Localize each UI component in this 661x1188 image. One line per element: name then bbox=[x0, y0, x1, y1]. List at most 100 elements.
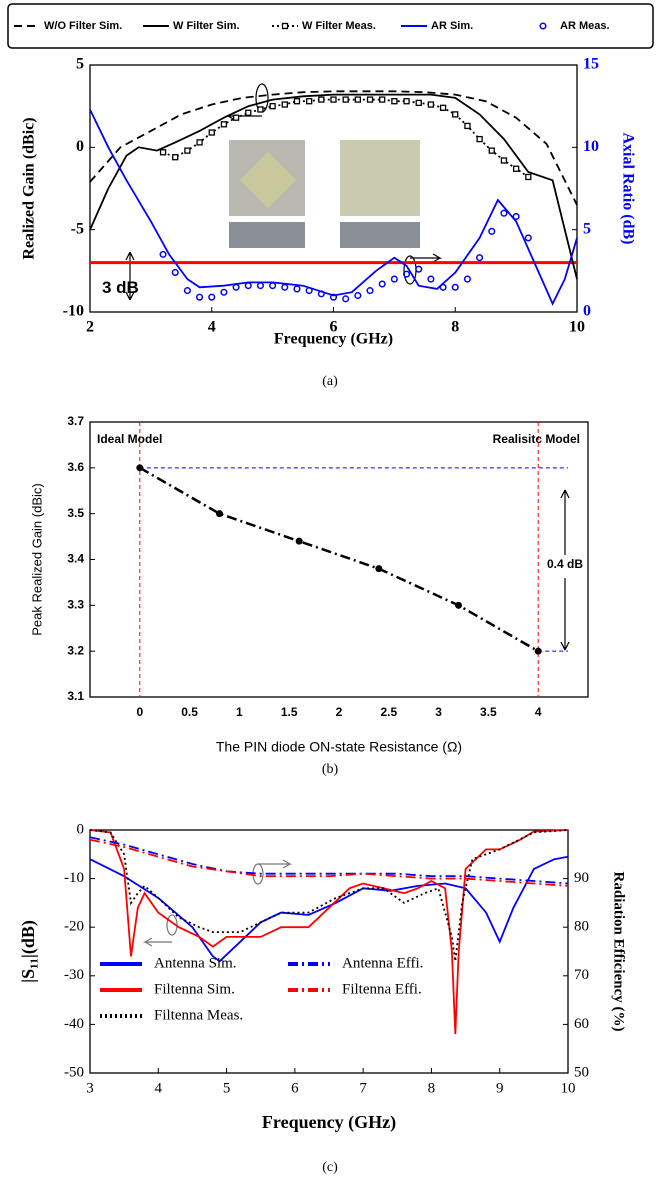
marker bbox=[269, 282, 277, 290]
marker bbox=[329, 293, 338, 301]
x-tick-label: 0.5 bbox=[181, 705, 198, 719]
x-tick-label: 9 bbox=[496, 1080, 504, 1096]
marker bbox=[415, 265, 423, 273]
series-line bbox=[89, 829, 569, 1035]
marker bbox=[403, 98, 410, 105]
arrow bbox=[258, 859, 293, 869]
y-tick-label: -10 bbox=[64, 870, 84, 886]
marker bbox=[318, 96, 325, 103]
marker bbox=[208, 293, 216, 301]
marker bbox=[488, 147, 495, 154]
y-tick-label: -50 bbox=[64, 1064, 84, 1080]
marker bbox=[375, 565, 383, 573]
marker bbox=[452, 111, 459, 118]
marker bbox=[512, 212, 520, 221]
annotation-marks bbox=[125, 83, 570, 947]
y-tick-label: 0 bbox=[77, 821, 85, 837]
y-tick-label: -5 bbox=[71, 220, 84, 237]
marker bbox=[183, 287, 191, 295]
marker bbox=[390, 275, 398, 283]
marker bbox=[159, 149, 167, 156]
y2-tick-label: 80 bbox=[574, 919, 589, 935]
marker bbox=[512, 165, 520, 172]
marker bbox=[215, 510, 223, 518]
y-tick-label: 3.1 bbox=[67, 689, 84, 703]
marker bbox=[232, 283, 240, 291]
marker bbox=[330, 96, 337, 103]
marker bbox=[524, 234, 532, 242]
plot-frame bbox=[89, 421, 589, 698]
marker bbox=[220, 288, 228, 296]
x-tick-label: 2 bbox=[86, 319, 94, 336]
x-tick-label: 8 bbox=[451, 319, 459, 336]
y2-tick-label: 70 bbox=[574, 967, 589, 983]
marker bbox=[439, 283, 447, 291]
caption: (a) bbox=[322, 374, 338, 389]
y2-tick-label: 50 bbox=[574, 1064, 589, 1080]
x-tick-label: 4 bbox=[208, 319, 216, 336]
y-axis-label: |S₁₁|(dB) bbox=[18, 920, 39, 983]
y2-tick-label: 90 bbox=[574, 870, 589, 886]
marker bbox=[256, 282, 265, 290]
legend-label: Antenna Sim. bbox=[154, 955, 237, 971]
photo-inset bbox=[229, 140, 420, 248]
ruler bbox=[229, 222, 305, 248]
x-tick-label: 10 bbox=[561, 1080, 576, 1096]
marker bbox=[463, 275, 471, 283]
marker bbox=[184, 147, 191, 154]
legend-label: W/O Filter Sim. bbox=[44, 20, 122, 32]
caption: (c) bbox=[322, 1160, 338, 1175]
marker bbox=[342, 295, 350, 303]
marker bbox=[534, 647, 542, 655]
marker bbox=[539, 22, 547, 30]
marker bbox=[317, 290, 325, 298]
legend-label: Antenna Effi. bbox=[342, 955, 423, 971]
x-axis-label: The PIN diode ON-state Resistance (Ω) bbox=[216, 739, 462, 755]
x-tick-label: 0 bbox=[136, 705, 143, 719]
x-tick-label: 3 bbox=[86, 1080, 94, 1096]
x-tick-label: 3.5 bbox=[480, 705, 497, 719]
x-axis-label: Frequency (GHz) bbox=[274, 331, 393, 348]
marker bbox=[451, 283, 459, 291]
y-tick-label: 3.3 bbox=[67, 598, 84, 612]
y-tick-label: -40 bbox=[64, 1016, 84, 1032]
marker bbox=[378, 280, 386, 288]
x-tick-label: 3 bbox=[435, 705, 442, 719]
marker bbox=[293, 285, 301, 293]
photo bbox=[340, 140, 420, 216]
legend-label: AR Meas. bbox=[560, 20, 610, 32]
y-tick-label: 3.7 bbox=[67, 414, 84, 428]
series-line bbox=[89, 93, 578, 280]
y2-axis-label: Radiation Efficiency (%) bbox=[611, 872, 627, 1032]
series-line bbox=[89, 855, 569, 963]
series-line bbox=[89, 90, 578, 206]
legend-label: Filtenna Effi. bbox=[342, 981, 422, 997]
series-line bbox=[89, 829, 569, 962]
ruler bbox=[340, 222, 420, 248]
plot-frame bbox=[89, 829, 569, 1074]
arrow bbox=[560, 489, 570, 651]
x-tick-label: 5 bbox=[223, 1080, 231, 1096]
legend-box bbox=[7, 3, 654, 49]
chart: 3 4 5 6 7 8 9 10 -50 -40 -30 -20 -10 0 50 60 70 80 90 Frequ… bbox=[18, 821, 626, 1175]
y-axis-label: Peak Realized Gain (dBic) bbox=[29, 483, 44, 635]
annotation: Ideal Model bbox=[97, 432, 162, 446]
marker bbox=[171, 268, 179, 277]
annotation: Realisitc Model bbox=[493, 432, 580, 446]
marker bbox=[391, 98, 398, 105]
marker bbox=[476, 135, 483, 143]
y2-axis-label: Axial Ratio (dB) bbox=[619, 133, 636, 245]
y2-tick-label: 5 bbox=[583, 220, 591, 237]
marker bbox=[379, 96, 386, 103]
marker bbox=[232, 114, 240, 121]
x-tick-label: 1 bbox=[236, 705, 243, 719]
y-tick-label: 3.6 bbox=[67, 460, 84, 474]
marker bbox=[196, 293, 204, 301]
y-tick-label: 3.5 bbox=[67, 506, 84, 520]
marker bbox=[354, 291, 362, 300]
y-tick-label: 3.2 bbox=[67, 643, 84, 657]
chart: 0 0.5 1 1.5 2 2.5 3 3.5 4 3.1 3.2 3.3 3.4 3.5 3.6 3.7 Th… bbox=[29, 414, 589, 777]
marker bbox=[269, 103, 276, 110]
